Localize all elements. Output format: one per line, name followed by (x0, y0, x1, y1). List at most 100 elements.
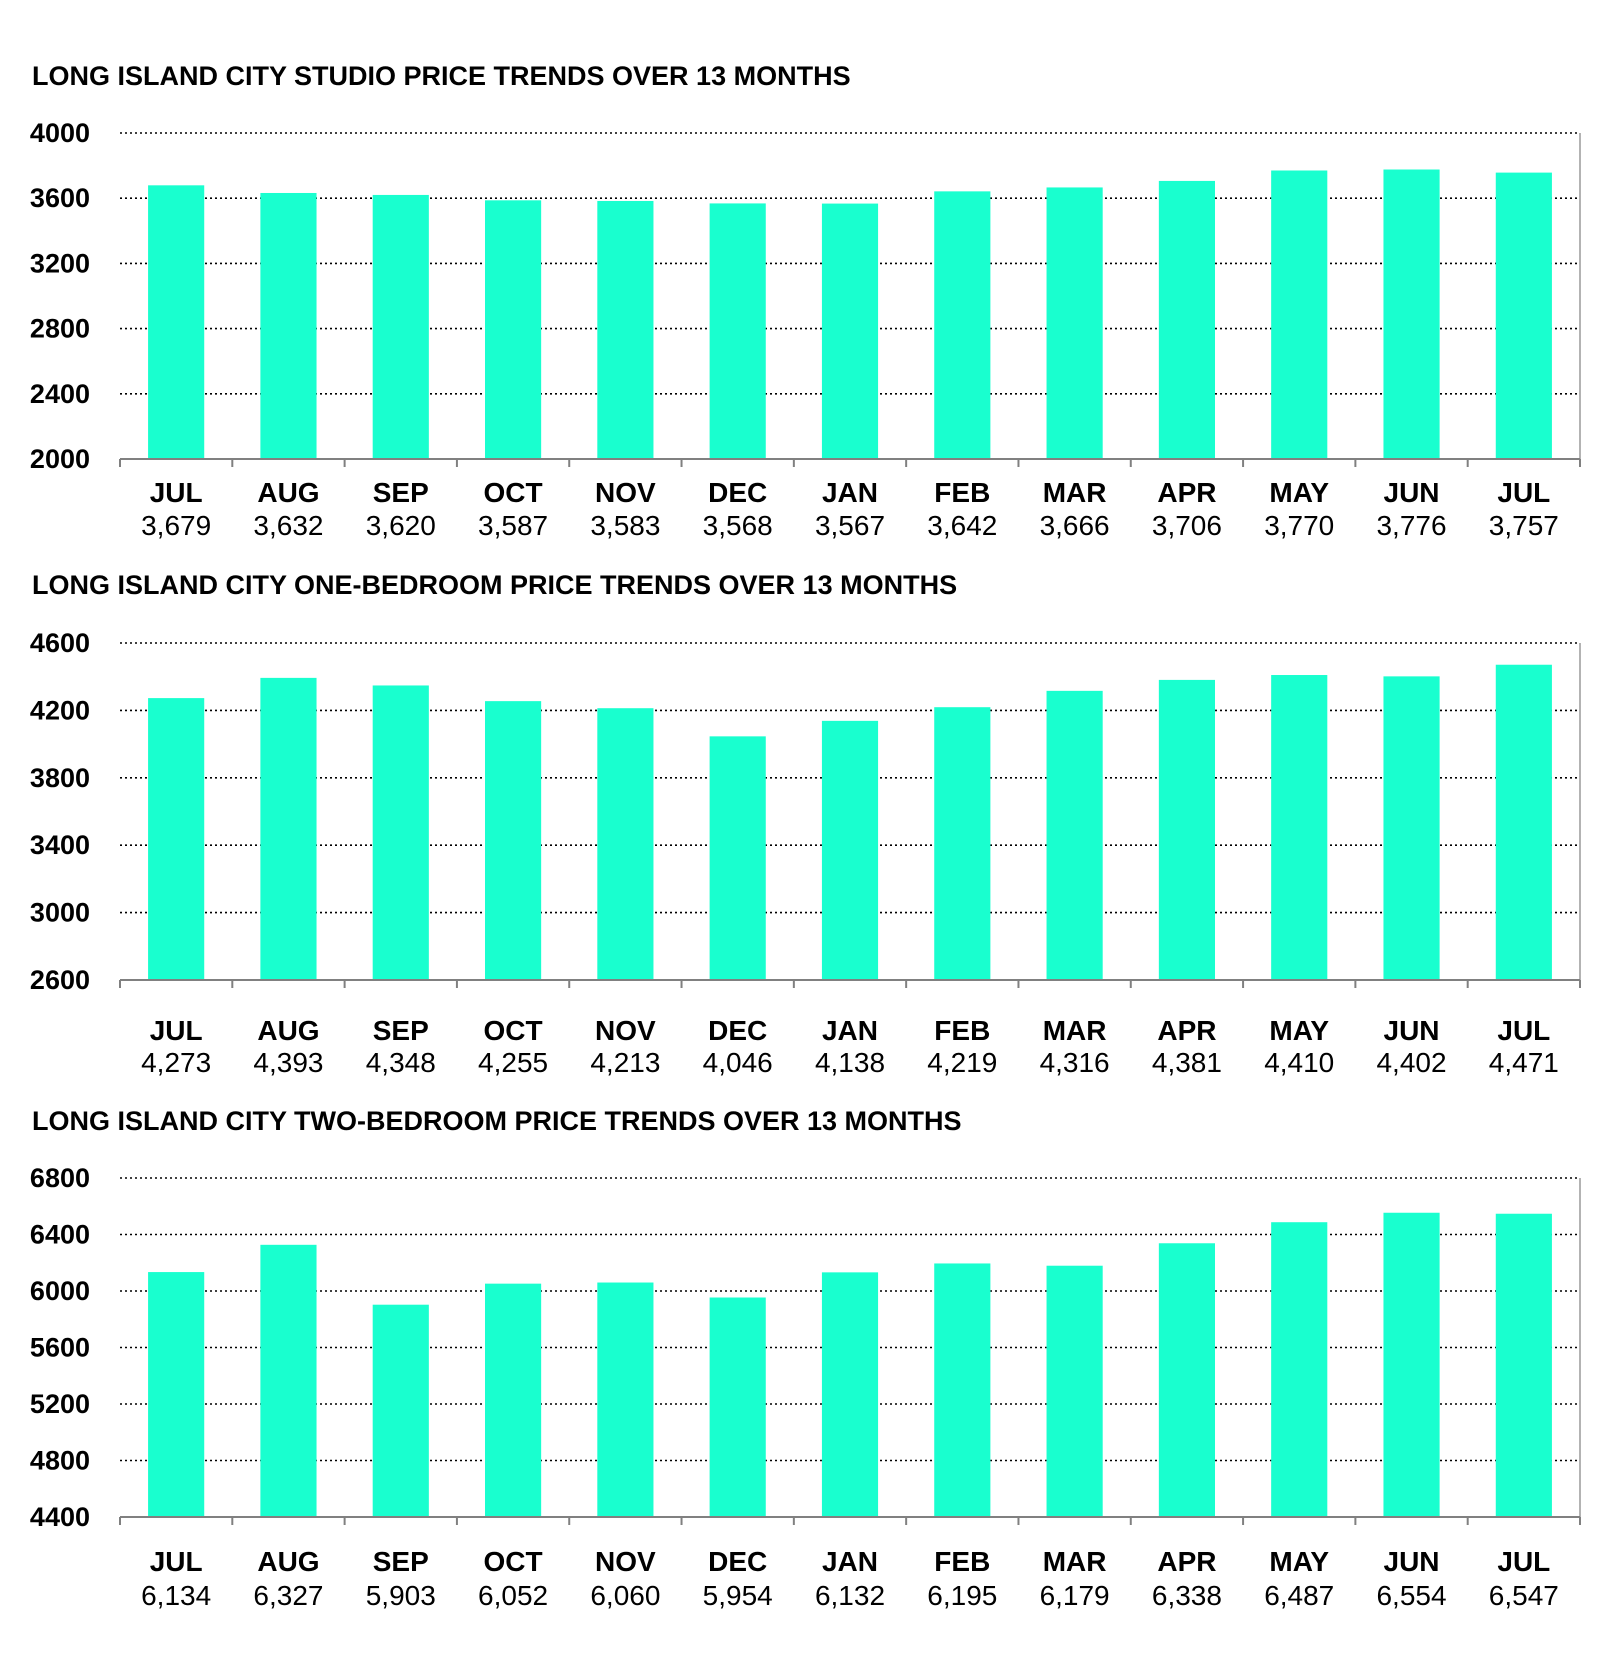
value-label: 4,402 (1376, 1047, 1446, 1078)
bar (260, 677, 317, 980)
value-label: 4,219 (927, 1047, 997, 1078)
bar (709, 203, 766, 459)
bar (934, 1263, 991, 1517)
bar (372, 685, 429, 980)
category-label: MAR (1043, 1546, 1107, 1577)
value-label: 6,132 (815, 1580, 885, 1611)
value-label: 3,757 (1489, 510, 1559, 541)
category-label: OCT (484, 477, 543, 508)
bar (260, 1244, 317, 1517)
y-tick-label: 4000 (30, 118, 90, 148)
bar (485, 701, 542, 980)
bar (709, 736, 766, 980)
bar (934, 191, 991, 459)
category-label: JUN (1384, 1546, 1440, 1577)
value-label: 4,410 (1264, 1047, 1334, 1078)
value-label: 4,393 (253, 1047, 323, 1078)
y-tick-label: 2800 (30, 314, 90, 344)
y-tick-label: 3000 (30, 898, 90, 928)
bar (821, 720, 879, 980)
value-label: 4,316 (1040, 1047, 1110, 1078)
category-label: APR (1157, 1546, 1216, 1577)
value-label: 3,587 (478, 510, 548, 541)
bar (1046, 1265, 1103, 1517)
category-label: JUL (150, 1546, 203, 1577)
y-tick-label: 2000 (30, 444, 90, 474)
category-label: MAY (1269, 1546, 1329, 1577)
value-label: 4,046 (703, 1047, 773, 1078)
value-label: 5,954 (703, 1580, 773, 1611)
y-tick-label: 6000 (30, 1276, 90, 1306)
bar (1046, 187, 1103, 459)
value-label: 3,776 (1376, 510, 1446, 541)
value-label: 4,255 (478, 1047, 548, 1078)
category-label: OCT (484, 1015, 543, 1046)
bar (934, 707, 991, 980)
value-label: 6,195 (927, 1580, 997, 1611)
value-label: 4,348 (366, 1047, 436, 1078)
value-label: 3,568 (703, 510, 773, 541)
bar (1383, 169, 1440, 459)
category-label: JUL (150, 1015, 203, 1046)
bar (1158, 679, 1215, 980)
bar (148, 185, 205, 459)
category-label: JUL (1497, 477, 1550, 508)
category-label: MAY (1269, 1015, 1329, 1046)
category-label: JUL (150, 477, 203, 508)
category-label: JAN (822, 477, 878, 508)
bar (1495, 664, 1552, 980)
bar (1271, 675, 1328, 980)
value-label: 6,327 (253, 1580, 323, 1611)
chart-3: LONG ISLAND CITY TWO-BEDROOM PRICE TREND… (30, 1106, 1581, 1611)
value-label: 6,554 (1376, 1580, 1446, 1611)
category-label: JAN (822, 1546, 878, 1577)
category-label: OCT (484, 1546, 543, 1577)
value-label: 3,632 (253, 510, 323, 541)
value-label: 6,338 (1152, 1580, 1222, 1611)
bar (485, 200, 542, 459)
category-label: NOV (595, 477, 656, 508)
bar (260, 192, 317, 459)
category-label: JAN (822, 1015, 878, 1046)
category-label: APR (1157, 1015, 1216, 1046)
category-label: MAY (1269, 477, 1329, 508)
value-label: 4,138 (815, 1047, 885, 1078)
value-label: 3,666 (1040, 510, 1110, 541)
bar (1495, 1213, 1552, 1517)
bar (1046, 690, 1103, 980)
bar (372, 1304, 429, 1517)
category-label: MAR (1043, 477, 1107, 508)
category-label: JUL (1497, 1015, 1550, 1046)
value-label: 3,583 (590, 510, 660, 541)
bar (1383, 1212, 1440, 1517)
value-label: 3,567 (815, 510, 885, 541)
y-tick-label: 4200 (30, 695, 90, 725)
bar (148, 1272, 205, 1517)
value-label: 4,213 (590, 1047, 660, 1078)
category-label: MAR (1043, 1015, 1107, 1046)
value-label: 5,903 (366, 1580, 436, 1611)
y-tick-label: 2400 (30, 379, 90, 409)
value-label: 3,642 (927, 510, 997, 541)
bar (372, 194, 429, 459)
y-tick-label: 2600 (30, 965, 90, 995)
value-label: 3,679 (141, 510, 211, 541)
y-tick-label: 4800 (30, 1446, 90, 1476)
category-label: FEB (934, 1015, 990, 1046)
bar (1495, 172, 1552, 459)
bar (148, 698, 205, 980)
chart-2: LONG ISLAND CITY ONE-BEDROOM PRICE TREND… (30, 570, 1581, 1078)
y-tick-label: 3600 (30, 183, 90, 213)
value-label: 4,471 (1489, 1047, 1559, 1078)
category-label: APR (1157, 477, 1216, 508)
bar (821, 203, 879, 459)
bar (1383, 676, 1440, 980)
bar (709, 1297, 766, 1517)
y-tick-label: 4400 (30, 1502, 90, 1532)
value-label: 6,547 (1489, 1580, 1559, 1611)
category-label: JUN (1384, 1015, 1440, 1046)
bar (1271, 1222, 1328, 1517)
value-label: 6,060 (590, 1580, 660, 1611)
category-label: DEC (708, 1546, 767, 1577)
